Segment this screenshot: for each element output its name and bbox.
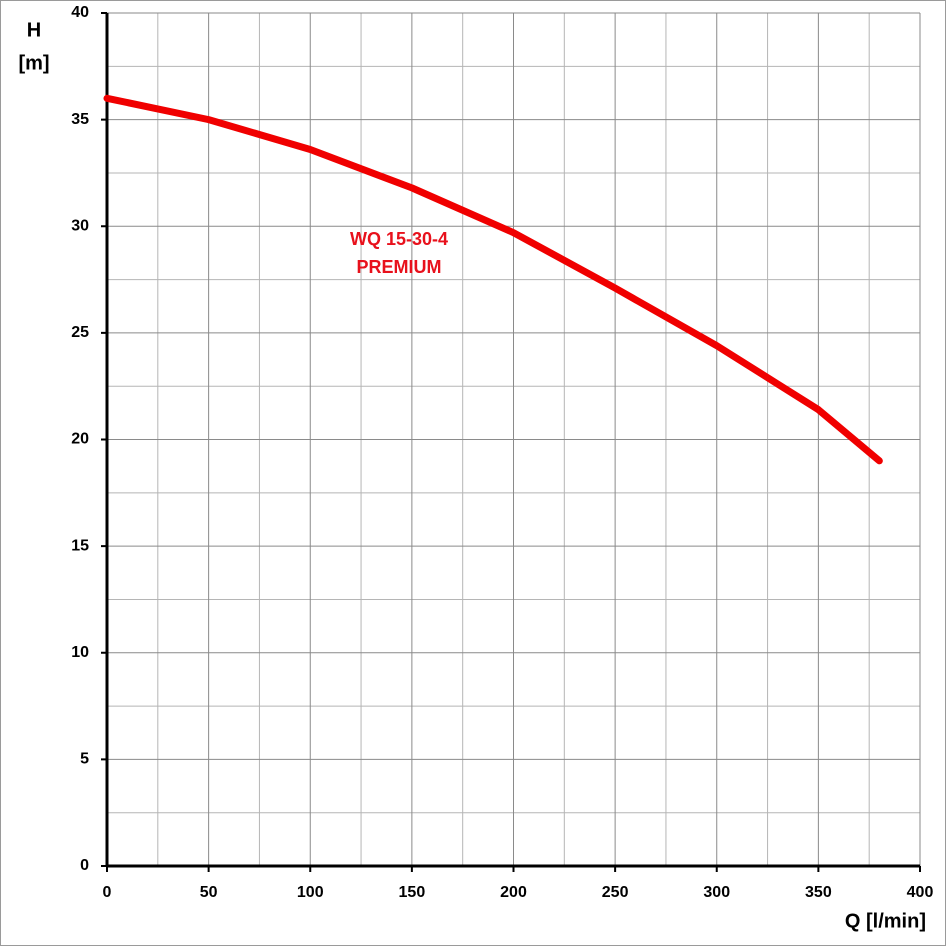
y-tick-label: 35 (71, 111, 89, 128)
x-axis-title: Q [l/min] (845, 910, 926, 932)
grid (101, 12, 921, 872)
y-tick-label: 25 (71, 324, 89, 341)
annotation: PREMIUM (357, 257, 442, 277)
curve (103, 94, 883, 465)
y-tick-label: 10 (71, 644, 89, 661)
x-tick-label: 250 (602, 884, 629, 901)
x-tick-label: 300 (703, 884, 730, 901)
x-tick-label: 50 (200, 884, 218, 901)
y-tick-label: 30 (71, 217, 89, 234)
y-tick-label: 20 (71, 431, 89, 448)
y-axis-title: H (27, 19, 41, 41)
x-tick-label: 100 (297, 884, 324, 901)
x-tick-label: 400 (907, 884, 934, 901)
x-tick-label: 200 (500, 884, 527, 901)
plot (103, 94, 883, 465)
y-tick-label: 15 (71, 537, 89, 554)
y-tick-label: 40 (71, 4, 89, 21)
x-tick-label: 350 (805, 884, 832, 901)
y-tick-label: 5 (80, 751, 89, 768)
y-tick-label: 0 (80, 857, 89, 874)
annotation: WQ 15-30-4 (350, 229, 448, 249)
x-tick-label: 150 (399, 884, 426, 901)
x-tick-label: 0 (103, 884, 112, 901)
y-axis-unit: [m] (18, 52, 49, 74)
